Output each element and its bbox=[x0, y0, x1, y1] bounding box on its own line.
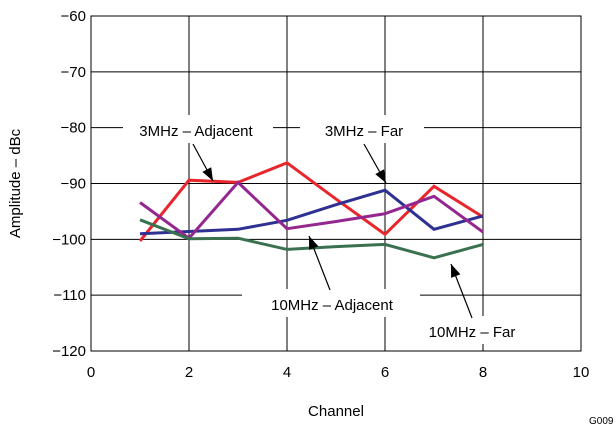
annotation-label: 3MHz – Far bbox=[325, 123, 403, 140]
annotation-background bbox=[123, 115, 273, 143]
arrowhead-icon bbox=[309, 236, 319, 250]
axis-ticks: 0 2 4 6 8 10 −120 −110 −100 −90 −80 −70 −60 bbox=[52, 8, 589, 381]
x-tick-label: 0 bbox=[87, 364, 95, 381]
plot-frame bbox=[90, 15, 582, 352]
y-axis-title: Amplitude – dBc bbox=[7, 128, 24, 238]
y-tick-label: −120 bbox=[52, 343, 86, 360]
arrowhead-icon bbox=[375, 169, 386, 183]
annotation: 10MHz – Far bbox=[416, 263, 528, 344]
annotations: 3MHz – Adjacent 3MHz – Far 10MHz – Adjacen… bbox=[123, 115, 528, 344]
annotation-label: 3MHz – Adjacent bbox=[139, 123, 253, 140]
y-tick-label: −110 bbox=[53, 287, 86, 304]
y-tick-label: −60 bbox=[61, 8, 86, 25]
annotation: 3MHz – Far bbox=[300, 115, 424, 184]
y-tick-label: −70 bbox=[61, 64, 86, 81]
x-tick-label: 10 bbox=[573, 364, 590, 381]
figure-id: G009 bbox=[589, 416, 614, 426]
y-tick-label: −80 bbox=[61, 120, 86, 137]
series-line-1 bbox=[138, 161, 484, 242]
series-line-3 bbox=[139, 180, 484, 241]
annotation-background bbox=[242, 289, 420, 317]
y-tick-label: −90 bbox=[61, 176, 86, 193]
annotation: 10MHz – Adjacent bbox=[242, 235, 420, 317]
x-tick-label: 4 bbox=[283, 364, 291, 381]
x-axis-title: Channel bbox=[308, 403, 364, 420]
annotation-label: 10MHz – Adjacent bbox=[271, 297, 394, 314]
annotation-label: 10MHz – Far bbox=[429, 324, 516, 341]
x-tick-label: 2 bbox=[185, 364, 193, 381]
arrowhead-icon bbox=[451, 264, 461, 278]
y-tick-label: −100 bbox=[52, 231, 86, 248]
x-tick-label: 8 bbox=[479, 364, 487, 381]
x-tick-label: 6 bbox=[381, 364, 389, 381]
annotation-background bbox=[300, 115, 424, 143]
arrowhead-icon bbox=[202, 167, 213, 181]
annotation-background bbox=[416, 316, 528, 344]
annotation: 3MHz – Adjacent bbox=[123, 115, 273, 182]
